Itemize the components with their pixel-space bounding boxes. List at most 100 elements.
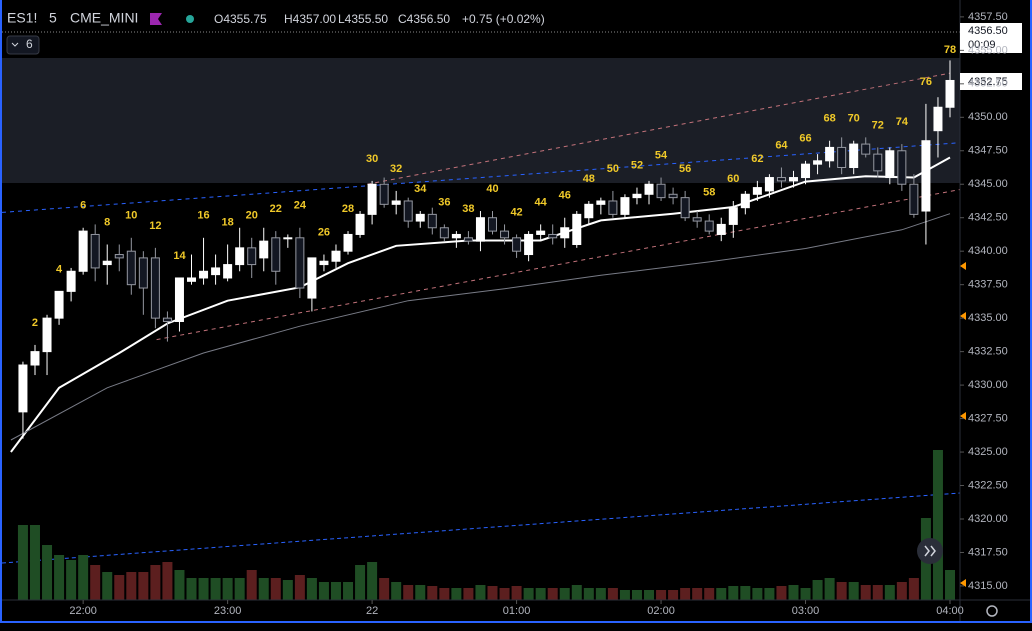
volume-bar — [138, 572, 149, 600]
y-tick-label: 4340.00 — [968, 245, 1008, 257]
candle-body — [138, 257, 148, 289]
candle-body — [259, 240, 269, 259]
volume-bar — [644, 590, 655, 600]
volume-bar — [788, 585, 799, 600]
volume-bar — [860, 585, 871, 600]
candle-body — [933, 106, 943, 132]
candle-body — [391, 200, 401, 205]
candle-body — [813, 160, 823, 165]
volume-bar — [29, 525, 40, 600]
x-tick-label: 02:00 — [647, 605, 675, 617]
candle-body — [114, 254, 124, 259]
alert-marker[interactable] — [960, 262, 966, 270]
candle-body — [451, 233, 461, 239]
candle-body — [740, 193, 750, 209]
volume-bar — [752, 588, 763, 600]
candle-body — [42, 317, 52, 353]
volume-bar — [150, 565, 161, 600]
overlay-line — [10, 213, 951, 441]
candle-body — [644, 183, 654, 195]
candle-body — [247, 247, 257, 266]
ohlc-close: C4356.50 — [398, 12, 450, 26]
candle-layer — [18, 60, 955, 439]
volume-bar — [619, 590, 630, 600]
y-tick-label: 4345.00 — [968, 178, 1008, 190]
flag-icon[interactable] — [150, 13, 162, 25]
volume-bar — [258, 578, 269, 600]
y-tick-label: 4342.50 — [968, 212, 1008, 224]
candle-body — [704, 220, 714, 232]
last-price-tag — [960, 23, 1022, 53]
volume-bar — [282, 580, 293, 600]
candle-body — [728, 207, 738, 225]
y-tick-label: 4325.00 — [968, 446, 1008, 458]
candle-body — [174, 277, 184, 322]
bar-number: 20 — [246, 210, 258, 222]
bar-number: 48 — [583, 173, 595, 185]
x-tick-label: 03:00 — [792, 605, 820, 617]
candle-body — [776, 177, 786, 182]
interval: 5 — [49, 10, 57, 26]
volume-bar — [17, 525, 28, 600]
bar-number: 72 — [872, 119, 884, 131]
y-tick-label: 4347.50 — [968, 145, 1008, 157]
volume-bar — [391, 582, 402, 600]
bar-number: 62 — [751, 153, 763, 165]
bar-number: 52 — [631, 159, 643, 171]
bar-number: 24 — [294, 200, 307, 212]
candle-body — [584, 203, 594, 219]
ohlc-high: H4357.00 — [284, 12, 336, 26]
bar-number: 44 — [535, 196, 548, 208]
volume-bar — [403, 585, 414, 600]
volume-bar — [836, 582, 847, 600]
y-tick-label: 4332.50 — [968, 346, 1008, 358]
candle-body — [379, 183, 389, 205]
y-tick-label: 4355.00 — [968, 44, 1008, 56]
volume-bar — [186, 578, 197, 600]
volume-bar — [162, 562, 173, 600]
volume-bar — [451, 588, 462, 600]
candle-body — [343, 233, 353, 252]
overlay-line — [1, 142, 961, 213]
alert-marker[interactable] — [960, 579, 966, 587]
alert-marker[interactable] — [960, 312, 966, 320]
candle-body — [873, 153, 883, 172]
volume-bar — [680, 588, 691, 600]
scroll-button[interactable] — [917, 538, 943, 564]
volume-bar — [427, 586, 438, 600]
bar-number: 8 — [104, 216, 110, 228]
volume-bar — [54, 555, 65, 600]
bar-number: 14 — [173, 250, 186, 262]
candle-body — [415, 213, 425, 222]
volume-bar — [42, 545, 53, 600]
volume-bar — [499, 588, 510, 600]
alert-marker[interactable] — [960, 412, 966, 420]
candle-body — [825, 146, 835, 162]
volume-bar — [668, 590, 679, 600]
y-tick-label: 4315.00 — [968, 580, 1008, 592]
volume-bar — [487, 586, 498, 600]
candle-body — [78, 230, 88, 272]
indicator-chip[interactable] — [6, 35, 40, 55]
volume-bar — [595, 588, 606, 600]
candle-body — [211, 267, 221, 276]
volume-bar — [583, 588, 594, 600]
volume-bar — [692, 588, 703, 600]
scroll-icon — [924, 545, 936, 557]
candle-body — [512, 237, 522, 252]
y-tick-label: 4317.50 — [968, 546, 1008, 558]
bar-number: 36 — [438, 196, 450, 208]
candle-body — [331, 250, 341, 262]
candle-body — [355, 213, 365, 235]
volume-bar — [463, 588, 474, 600]
bar-number: 16 — [197, 210, 209, 222]
bar-number: 42 — [510, 206, 522, 218]
bar-number: 2 — [32, 317, 38, 329]
settings-icon[interactable] — [986, 605, 998, 617]
volume-bar — [234, 578, 245, 600]
candle-body — [150, 257, 160, 319]
candle-body — [162, 317, 172, 322]
volume-bar — [102, 572, 113, 600]
candle-body — [367, 183, 377, 215]
volume-bar — [716, 588, 727, 600]
